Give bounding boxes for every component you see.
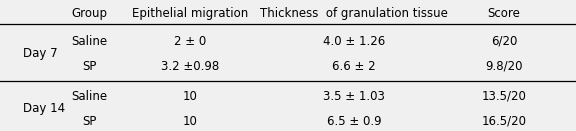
Text: 16.5/20: 16.5/20 [482, 115, 526, 128]
Text: Saline: Saline [71, 90, 107, 103]
Text: Saline: Saline [71, 35, 107, 48]
Text: 6.6 ± 2: 6.6 ± 2 [332, 60, 376, 73]
Text: SP: SP [82, 60, 96, 73]
Text: 10: 10 [183, 115, 198, 128]
Text: Thickness  of granulation tissue: Thickness of granulation tissue [260, 7, 448, 20]
Text: 3.5 ± 1.03: 3.5 ± 1.03 [323, 90, 385, 103]
Text: 10: 10 [183, 90, 198, 103]
Text: 9.8/20: 9.8/20 [485, 60, 523, 73]
Text: Day 7: Day 7 [23, 47, 58, 60]
Text: 2 ± 0: 2 ± 0 [174, 35, 206, 48]
Text: SP: SP [82, 115, 96, 128]
Text: Day 14: Day 14 [23, 102, 65, 115]
Text: 3.2 ±0.98: 3.2 ±0.98 [161, 60, 219, 73]
Text: 6/20: 6/20 [491, 35, 517, 48]
Text: Score: Score [487, 7, 521, 20]
Text: 13.5/20: 13.5/20 [482, 90, 526, 103]
Text: Epithelial migration: Epithelial migration [132, 7, 248, 20]
Text: 6.5 ± 0.9: 6.5 ± 0.9 [327, 115, 381, 128]
Text: Group: Group [71, 7, 107, 20]
Text: 4.0 ± 1.26: 4.0 ± 1.26 [323, 35, 385, 48]
